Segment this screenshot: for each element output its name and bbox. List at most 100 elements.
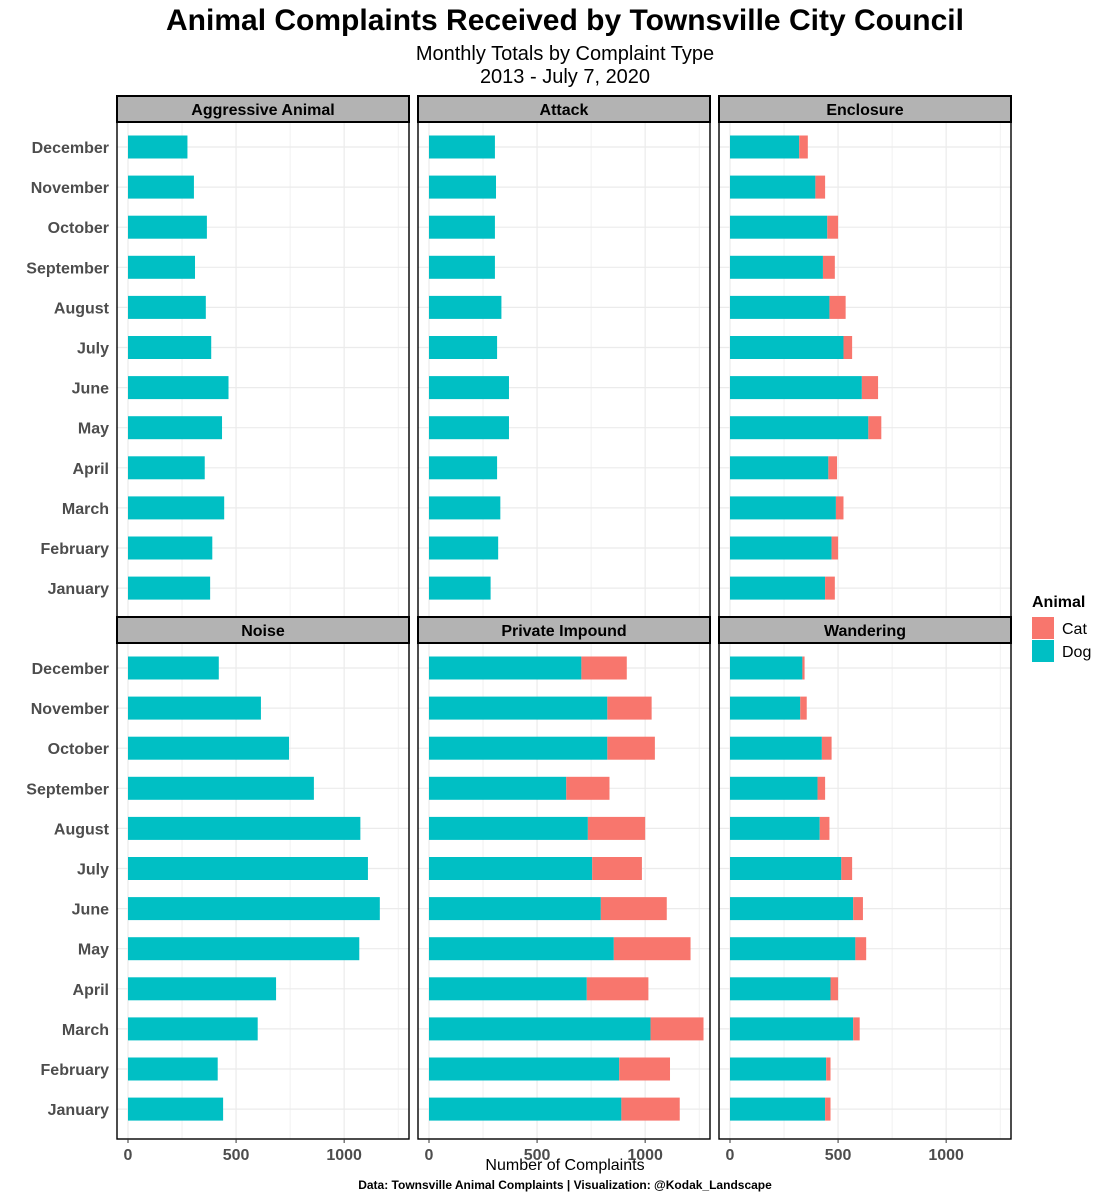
bar-dog-august	[128, 295, 206, 319]
bar-dog-september	[128, 776, 314, 800]
bar-dog-october	[730, 736, 822, 760]
bar-dog-august	[429, 295, 502, 319]
y-tick-label: May	[78, 942, 109, 959]
legend-label-cat: Cat	[1062, 621, 1087, 638]
bar-cat-july	[592, 857, 642, 880]
bar-dog-march	[429, 1017, 651, 1041]
panel-noise: Noise December November October September Aug…	[26, 616, 410, 1164]
y-tick-label: June	[72, 381, 109, 398]
x-tick-label: 0	[124, 1147, 133, 1164]
panel-background	[418, 643, 710, 1139]
bar-dog-june	[429, 376, 509, 400]
bar-dog-november	[429, 696, 608, 720]
bar-dog-november	[730, 175, 816, 199]
y-tick-label: January	[48, 1102, 109, 1119]
bar-cat-april	[586, 977, 649, 1001]
bar-dog-june	[128, 897, 380, 921]
facet-strip	[116, 616, 410, 644]
bar-cat-may	[855, 937, 867, 961]
bar-cat-august	[829, 295, 846, 319]
bar-dog-may	[730, 937, 856, 961]
bar-dog-april	[128, 456, 205, 480]
facet-strip-label: Private Impound	[501, 623, 626, 640]
bar-dog-november	[128, 175, 194, 199]
bar-cat-february	[826, 1057, 831, 1081]
bar-cat-november	[800, 696, 807, 720]
panel-private-impound: Private Impound 0 500 1000	[417, 616, 711, 1164]
bar-cat-september	[822, 255, 835, 279]
y-tick-label: December	[32, 140, 109, 157]
bar-cat-november	[815, 175, 826, 199]
bar-dog-april	[730, 977, 831, 1001]
panel-background	[117, 643, 409, 1139]
bar-cat-november	[607, 696, 652, 720]
bar-dog-march	[429, 496, 501, 520]
facet-strip	[417, 95, 711, 123]
bar-cat-january	[621, 1097, 680, 1121]
bar-dog-september	[730, 776, 818, 800]
bar-dog-january	[730, 576, 826, 600]
y-tick-label: June	[72, 902, 109, 919]
bar-dog-november	[429, 175, 497, 199]
bar-dog-september	[429, 255, 495, 279]
bar-dog-october	[128, 215, 207, 239]
bar-dog-september	[730, 255, 823, 279]
x-tick-label: 1000	[928, 1147, 964, 1164]
bar-dog-november	[730, 696, 801, 720]
bar-cat-october	[821, 736, 832, 760]
bar-dog-april	[730, 456, 829, 480]
panel-background	[719, 643, 1011, 1139]
bar-dog-february	[730, 1057, 827, 1081]
panel-background	[418, 122, 710, 618]
x-tick-label: 1000	[627, 1147, 663, 1164]
bar-dog-june	[730, 376, 862, 400]
bar-dog-august	[128, 816, 361, 840]
bar-cat-september	[817, 776, 826, 800]
bar-dog-may	[429, 416, 509, 440]
x-tick-label: 0	[726, 1147, 735, 1164]
bar-cat-july	[843, 336, 853, 359]
bar-cat-august	[587, 816, 646, 840]
bar-dog-december	[429, 135, 495, 159]
bar-cat-march	[650, 1017, 704, 1041]
bar-dog-february	[429, 1057, 620, 1081]
bar-dog-january	[429, 576, 491, 600]
bar-cat-april	[828, 456, 837, 480]
chart-subtitle-line2: 2013 - July 7, 2020	[480, 66, 650, 88]
bar-cat-may	[613, 937, 691, 961]
bar-dog-july	[429, 857, 593, 880]
bar-cat-december	[581, 656, 627, 680]
legend-label-dog: Dog	[1062, 644, 1091, 661]
bar-cat-december	[802, 656, 805, 680]
x-tick-label: 500	[825, 1147, 852, 1164]
bar-dog-february	[128, 1057, 218, 1081]
y-tick-label: January	[48, 581, 109, 598]
facet-strip	[116, 95, 410, 123]
bar-dog-february	[730, 536, 832, 560]
y-tick-label: August	[54, 300, 110, 317]
bar-cat-october	[827, 215, 839, 239]
panel-aggressive-animal: Aggressive Animal December November October…	[26, 95, 410, 619]
y-tick-label: July	[77, 862, 109, 879]
bar-dog-may	[128, 937, 360, 961]
y-tick-label: August	[54, 821, 110, 838]
bar-dog-march	[128, 496, 225, 520]
bar-dog-march	[730, 496, 836, 520]
chart-title: Animal Complaints Received by Townsville…	[166, 4, 964, 37]
y-tick-label: July	[77, 341, 109, 358]
bar-cat-january	[825, 1097, 831, 1121]
bar-dog-january	[128, 1097, 224, 1121]
bar-cat-september	[566, 776, 610, 800]
bar-cat-july	[841, 857, 853, 880]
bar-cat-february	[831, 536, 839, 560]
bar-dog-january	[730, 1097, 826, 1121]
panel-background	[719, 122, 1011, 618]
x-tick-label: 500	[524, 1147, 551, 1164]
bar-dog-december	[429, 656, 582, 680]
bar-dog-may	[730, 416, 869, 440]
y-tick-label: May	[78, 421, 109, 438]
bar-dog-july	[730, 857, 842, 880]
bar-dog-june	[128, 376, 229, 400]
bar-cat-december	[799, 135, 808, 159]
